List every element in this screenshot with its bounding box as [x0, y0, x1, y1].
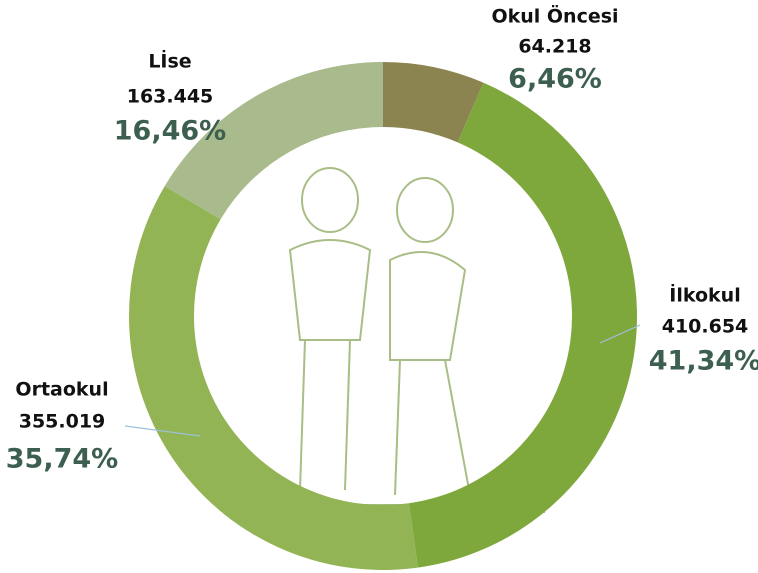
percent-label: 6,46% [508, 64, 602, 95]
donut-slice [129, 186, 418, 570]
value-label: 410.654 [662, 316, 749, 338]
value-label: 355.019 [19, 411, 106, 433]
category-label: Ortaokul [15, 379, 108, 401]
percent-label: 35,74% [6, 444, 118, 475]
category-label: Okul Öncesi [491, 4, 618, 28]
donut-slice [409, 83, 637, 568]
category-label: İlkokul [669, 283, 740, 307]
category-label: Lİse [148, 49, 191, 73]
percent-label: 16,46% [114, 116, 226, 147]
percent-label: 41,34% [649, 346, 758, 377]
value-label: 163.445 [127, 86, 214, 108]
chart: Okul Öncesi 64.218 6,46% İlkokul 410.654 41,3… [0, 0, 758, 573]
value-label: 64.218 [518, 36, 591, 58]
center-illustration [225, 168, 545, 512]
